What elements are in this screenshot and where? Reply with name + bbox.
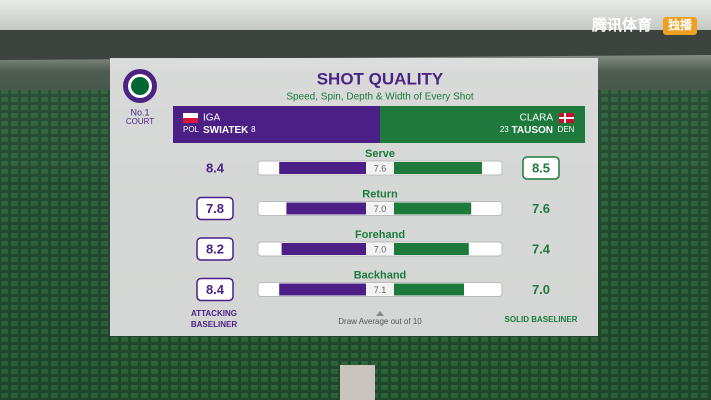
left-style-word: BASELINER [191, 320, 237, 329]
right-banner [380, 106, 585, 143]
average-value: 7.0 [374, 204, 387, 214]
left-value: 7.8 [206, 201, 224, 216]
aisle [340, 365, 375, 400]
average-value: 7.6 [374, 163, 387, 173]
right-last-name: TAUSON [512, 125, 553, 136]
title: SHOT QUALITY [317, 69, 444, 88]
right-country: DEN [558, 125, 575, 134]
flag-den-h [559, 117, 574, 119]
right-value: 8.5 [532, 160, 550, 175]
left-last-name: SWIATEK [203, 125, 249, 136]
left-value: 8.4 [206, 282, 225, 297]
left-value: 8.2 [206, 241, 224, 256]
court-line1: No.1 [130, 107, 149, 117]
row-label: Backhand [354, 269, 407, 281]
court-line2: COURT [126, 117, 154, 126]
right-seed: 23 [500, 125, 509, 134]
right-bar [380, 162, 482, 174]
left-highlight [196, 237, 234, 261]
left-bar [279, 283, 380, 296]
left-style: ATTACKING BASELINER [191, 309, 237, 329]
left-first: IGA [203, 113, 221, 124]
flag-pol-top [183, 113, 198, 118]
logo-inner [131, 77, 149, 95]
left-highlight [196, 196, 234, 221]
right-value: 7.4 [532, 241, 551, 256]
right-bar [380, 283, 464, 296]
left-banner [173, 106, 380, 143]
left-highlight [196, 277, 234, 302]
right-first: CLARA [520, 113, 554, 124]
flag-pol-bottom [183, 118, 198, 123]
row-label: Return [362, 188, 398, 200]
left-last: SWIATEK 8 [203, 125, 256, 136]
subtitle: Speed, Spin, Depth & Width of Every Shot [286, 92, 474, 103]
average-value: 7.1 [374, 285, 387, 295]
right-bar [380, 243, 469, 255]
broadcaster-name: 腾讯体育 [591, 16, 652, 34]
stands-right [598, 90, 711, 400]
average-box [366, 162, 394, 174]
left-bar [281, 243, 380, 255]
badge-bg [663, 17, 697, 35]
right-value: 7.0 [532, 282, 550, 297]
footer-note: Draw Average out of 10 [338, 317, 422, 326]
average-box [366, 243, 394, 255]
roof [0, 30, 711, 60]
left-bar [279, 162, 380, 174]
stands-left [0, 90, 110, 400]
right-last: 23 TAUSON [500, 125, 553, 136]
left-bar [286, 202, 380, 215]
average-box [366, 202, 394, 215]
average-value: 7.0 [374, 244, 387, 254]
row-label: Forehand [355, 229, 405, 241]
left-value: 8.4 [206, 160, 225, 175]
right-highlight [522, 156, 560, 180]
right-style: SOLID BASELINER [505, 315, 578, 324]
average-pointer [376, 311, 384, 316]
left-country: POL [183, 125, 200, 134]
row-label: Serve [365, 148, 395, 160]
broadcaster-badge: 独播 [667, 17, 693, 32]
left-style-word: ATTACKING [191, 309, 237, 318]
left-seed: 8 [251, 125, 256, 134]
right-value: 7.6 [532, 201, 550, 216]
right-bar [380, 202, 472, 215]
average-box [366, 283, 394, 296]
